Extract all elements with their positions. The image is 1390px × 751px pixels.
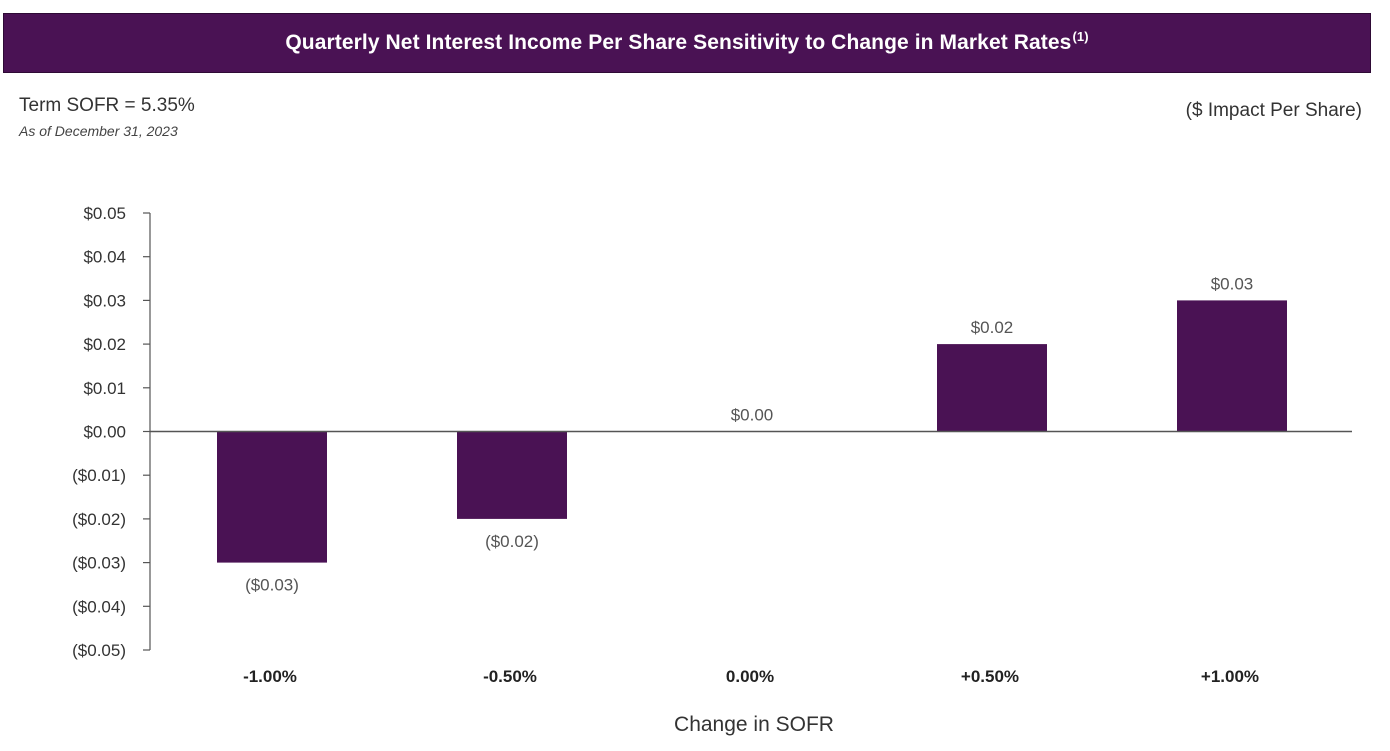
x-category-label: +1.00% bbox=[1201, 667, 1259, 686]
data-label: $0.03 bbox=[1211, 274, 1254, 293]
footnote-ref: (1) bbox=[1072, 29, 1089, 44]
title-banner: Quarterly Net Interest Income Per Share … bbox=[3, 13, 1371, 73]
chart-title: Quarterly Net Interest Income Per Share … bbox=[285, 29, 1089, 54]
data-label: ($0.03) bbox=[245, 576, 299, 595]
x-category-label: 0.00% bbox=[726, 667, 774, 686]
y-tick-label: ($0.04) bbox=[72, 597, 126, 616]
x-category-label: -1.00% bbox=[243, 667, 297, 686]
bar bbox=[1177, 300, 1287, 432]
data-label: ($0.02) bbox=[485, 532, 539, 551]
y-tick-label: $0.00 bbox=[83, 423, 126, 442]
y-tick-label: $0.02 bbox=[83, 335, 126, 354]
x-axis-title: Change in SOFR bbox=[674, 713, 834, 736]
y-tick-label: ($0.03) bbox=[72, 554, 126, 573]
bar bbox=[217, 431, 327, 563]
y-tick-label: ($0.02) bbox=[72, 510, 126, 529]
y-tick-label: $0.01 bbox=[83, 379, 126, 398]
y-tick-label: ($0.05) bbox=[72, 641, 126, 660]
data-label: $0.00 bbox=[731, 406, 774, 425]
x-category-label: +0.50% bbox=[961, 667, 1019, 686]
bar bbox=[457, 431, 567, 519]
term-sofr-rate: Term SOFR = 5.35% bbox=[19, 95, 195, 116]
y-tick-label: ($0.01) bbox=[72, 466, 126, 485]
y-tick-label: $0.04 bbox=[83, 248, 126, 267]
y-tick-label: $0.05 bbox=[83, 204, 126, 223]
y-tick-label: $0.03 bbox=[83, 291, 126, 310]
units-label: ($ Impact Per Share) bbox=[1185, 100, 1362, 121]
data-label: $0.02 bbox=[971, 318, 1014, 337]
x-category-label: -0.50% bbox=[483, 667, 537, 686]
as-of-date: As of December 31, 2023 bbox=[19, 123, 178, 139]
bar bbox=[937, 344, 1047, 432]
